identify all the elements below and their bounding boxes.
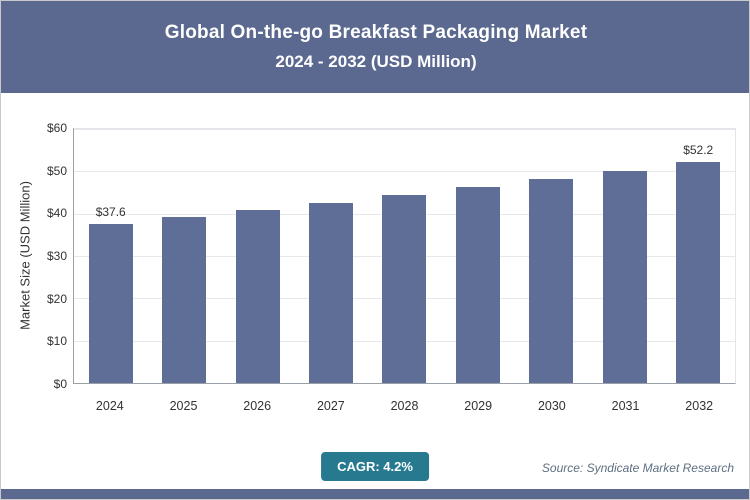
gridline xyxy=(74,171,735,173)
x-axis-label: 2027 xyxy=(316,399,345,413)
bar-slot xyxy=(368,129,441,383)
y-axis-tick-label: $20 xyxy=(46,291,67,306)
bar-2024 xyxy=(88,223,133,383)
bar-2031 xyxy=(602,170,647,383)
bar-value-label: $37.6 xyxy=(95,204,126,219)
x-axis-label: 2026 xyxy=(243,399,272,413)
x-axis-label: 2024 xyxy=(95,399,124,413)
y-axis-tick-label: $50 xyxy=(46,163,67,178)
source-attribution: Source: Syndicate Market Research xyxy=(541,461,734,475)
bar-slot xyxy=(147,129,220,383)
x-axis-labels: 2024 2025 2026 2027 2028 2029 2030 2031 2032 xyxy=(73,393,736,415)
bar-slot xyxy=(515,129,588,383)
y-axis-ticks: $0 $10 $20 $30 $40 $50 $60 xyxy=(23,121,67,391)
bar-2025 xyxy=(162,217,207,383)
y-axis-tick-label: $40 xyxy=(46,206,67,221)
bar-slot: $52.2 xyxy=(662,129,735,383)
x-axis-label: 2031 xyxy=(611,399,640,413)
cagr-badge: CAGR: 4.2% xyxy=(321,452,429,481)
x-axis-label: 2028 xyxy=(390,399,419,413)
bottom-accent-strip xyxy=(1,489,749,499)
chart-header: Global On-the-go Breakfast Packaging Mar… xyxy=(1,1,749,93)
bar-2030 xyxy=(529,179,574,383)
bar-slot xyxy=(588,129,661,383)
y-axis-tick-label: $10 xyxy=(46,334,67,349)
x-axis-label: 2029 xyxy=(464,399,493,413)
x-axis-label: 2030 xyxy=(537,399,566,413)
bar-2032 xyxy=(676,162,721,383)
bar-slot xyxy=(221,129,294,383)
bars-layer: $37.6 $52.2 xyxy=(74,129,735,383)
x-axis-label: 2032 xyxy=(685,399,714,413)
bar-slot xyxy=(294,129,367,383)
bar-value-label: $52.2 xyxy=(683,143,714,158)
chart-title: Global On-the-go Breakfast Packaging Mar… xyxy=(164,22,588,43)
chart-subtitle: 2024 - 2032 (USD Million) xyxy=(275,52,477,71)
bar-2027 xyxy=(309,203,354,383)
y-axis-tick-label: $60 xyxy=(46,121,67,135)
y-axis-tick-label: $30 xyxy=(46,249,67,263)
bar-2026 xyxy=(235,210,280,383)
plot-area: $37.6 $52.2 xyxy=(73,128,736,384)
y-axis-tick-label: $0 xyxy=(53,377,67,391)
bar-2028 xyxy=(382,195,427,383)
x-axis-label: 2025 xyxy=(169,399,198,413)
bar-slot: $37.6 xyxy=(74,129,147,383)
bar-2029 xyxy=(455,187,500,383)
gridline xyxy=(74,129,735,130)
bar-slot xyxy=(441,129,514,383)
